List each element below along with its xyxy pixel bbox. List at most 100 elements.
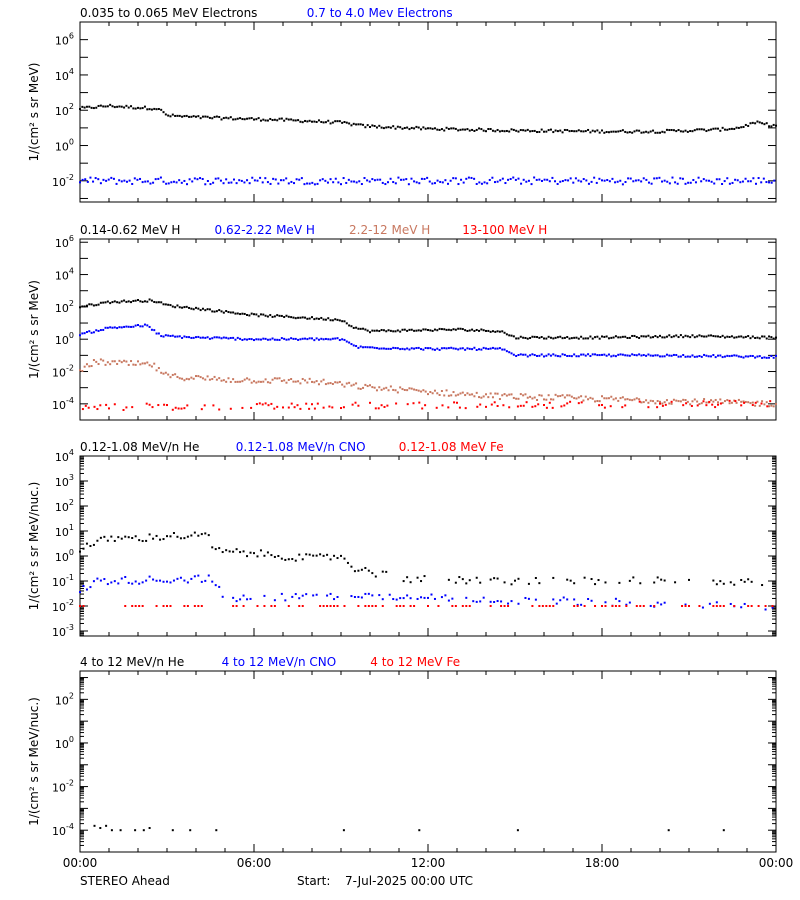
- data-point: [95, 360, 98, 363]
- legend-entry: 2.2-12 MeV H: [349, 223, 430, 237]
- data-point: [243, 338, 246, 341]
- data-point: [604, 581, 607, 584]
- data-point: [658, 176, 661, 179]
- data-point: [514, 579, 516, 582]
- data-point: [145, 539, 148, 542]
- data-point: [500, 605, 503, 607]
- data-point: [536, 131, 539, 134]
- data-point: [510, 600, 513, 603]
- data-point: [106, 539, 109, 542]
- series-0-12-1-08-mev-n-cno: [79, 574, 774, 611]
- data-point: [721, 183, 724, 186]
- data-point: [200, 605, 203, 607]
- data-point: [475, 128, 478, 131]
- data-point: [624, 404, 627, 407]
- data-point: [127, 581, 130, 584]
- data-point: [519, 393, 522, 396]
- data-point: [143, 362, 146, 365]
- data-point: [270, 605, 273, 607]
- data-point: [103, 578, 106, 581]
- data-point: [427, 393, 429, 396]
- data-point: [768, 125, 771, 128]
- data-point: [559, 395, 562, 398]
- data-point: [384, 183, 387, 186]
- data-point: [420, 596, 423, 599]
- data-point: [186, 535, 189, 538]
- data-point: [661, 180, 664, 183]
- data-point: [79, 334, 81, 337]
- data-point: [770, 355, 773, 358]
- data-point: [433, 328, 436, 331]
- data-point: [123, 179, 126, 182]
- data-point: [409, 597, 412, 600]
- data-point: [256, 179, 259, 182]
- data-point: [132, 107, 135, 110]
- panel-1-frame: [79, 21, 777, 203]
- data-point: [631, 353, 634, 356]
- data-point: [652, 336, 655, 339]
- data-point: [758, 355, 761, 358]
- data-point: [540, 353, 543, 356]
- data-point: [756, 355, 759, 358]
- data-point: [556, 182, 559, 185]
- data-point: [225, 310, 228, 313]
- data-point: [183, 179, 186, 182]
- data-point: [304, 119, 307, 122]
- data-point: [733, 605, 736, 607]
- data-point: [85, 588, 88, 591]
- data-point: [670, 128, 673, 131]
- data-point: [768, 181, 771, 184]
- data-point: [517, 337, 520, 340]
- data-point: [127, 300, 130, 303]
- data-point: [266, 381, 269, 384]
- data-point: [304, 316, 307, 319]
- data-point: [183, 579, 186, 582]
- data-point: [619, 397, 622, 400]
- data-point: [402, 580, 405, 583]
- data-point: [496, 404, 499, 407]
- data-point: [295, 178, 298, 181]
- data-point: [123, 359, 126, 362]
- data-point: [116, 105, 119, 108]
- data-point: [299, 382, 302, 385]
- data-point: [728, 402, 731, 405]
- data-point: [698, 128, 701, 131]
- data-point: [435, 406, 438, 409]
- data-point: [498, 130, 501, 133]
- data-point: [719, 398, 722, 401]
- data-point: [259, 119, 262, 122]
- data-point: [587, 337, 590, 340]
- data-point: [352, 122, 355, 125]
- data-point: [176, 335, 179, 338]
- data-point: [82, 584, 85, 587]
- data-point: [503, 581, 506, 584]
- data-point: [733, 354, 736, 357]
- data-point: [183, 537, 186, 540]
- data-point: [460, 178, 463, 181]
- data-point: [305, 402, 308, 405]
- data-point: [584, 337, 587, 340]
- data-point: [552, 353, 555, 356]
- data-point: [659, 400, 661, 403]
- y-tick-label: 10-2: [52, 173, 74, 189]
- data-point: [684, 182, 687, 185]
- data-point: [621, 353, 624, 356]
- data-point: [610, 336, 613, 339]
- data-point: [174, 306, 177, 309]
- data-point: [659, 131, 661, 134]
- data-point: [674, 181, 677, 184]
- data-point: [712, 605, 715, 607]
- data-point: [715, 178, 718, 181]
- data-point: [569, 579, 572, 582]
- data-point: [92, 580, 95, 583]
- data-point: [540, 394, 543, 397]
- data-point: [171, 305, 174, 308]
- x-tick-label: 00:00: [63, 856, 98, 870]
- data-point: [430, 593, 433, 596]
- data-point: [89, 586, 92, 589]
- data-point: [280, 314, 283, 317]
- data-point: [468, 605, 471, 607]
- data-point: [541, 605, 544, 607]
- data-point: [79, 306, 81, 309]
- data-point: [300, 177, 303, 180]
